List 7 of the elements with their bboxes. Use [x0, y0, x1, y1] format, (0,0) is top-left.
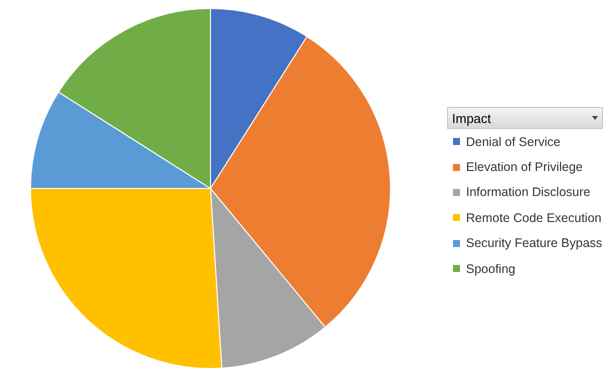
legend-label: Security Feature Bypass [466, 236, 602, 250]
legend-label: Denial of Service [466, 134, 560, 149]
legend-label: Spoofing [466, 262, 516, 276]
legend-title: Impact [452, 110, 492, 126]
legend-label: Elevation of Privilege [466, 160, 583, 174]
legend-label: Information Disclosure [466, 185, 590, 200]
legend-label: Remote Code Execution [466, 210, 602, 225]
